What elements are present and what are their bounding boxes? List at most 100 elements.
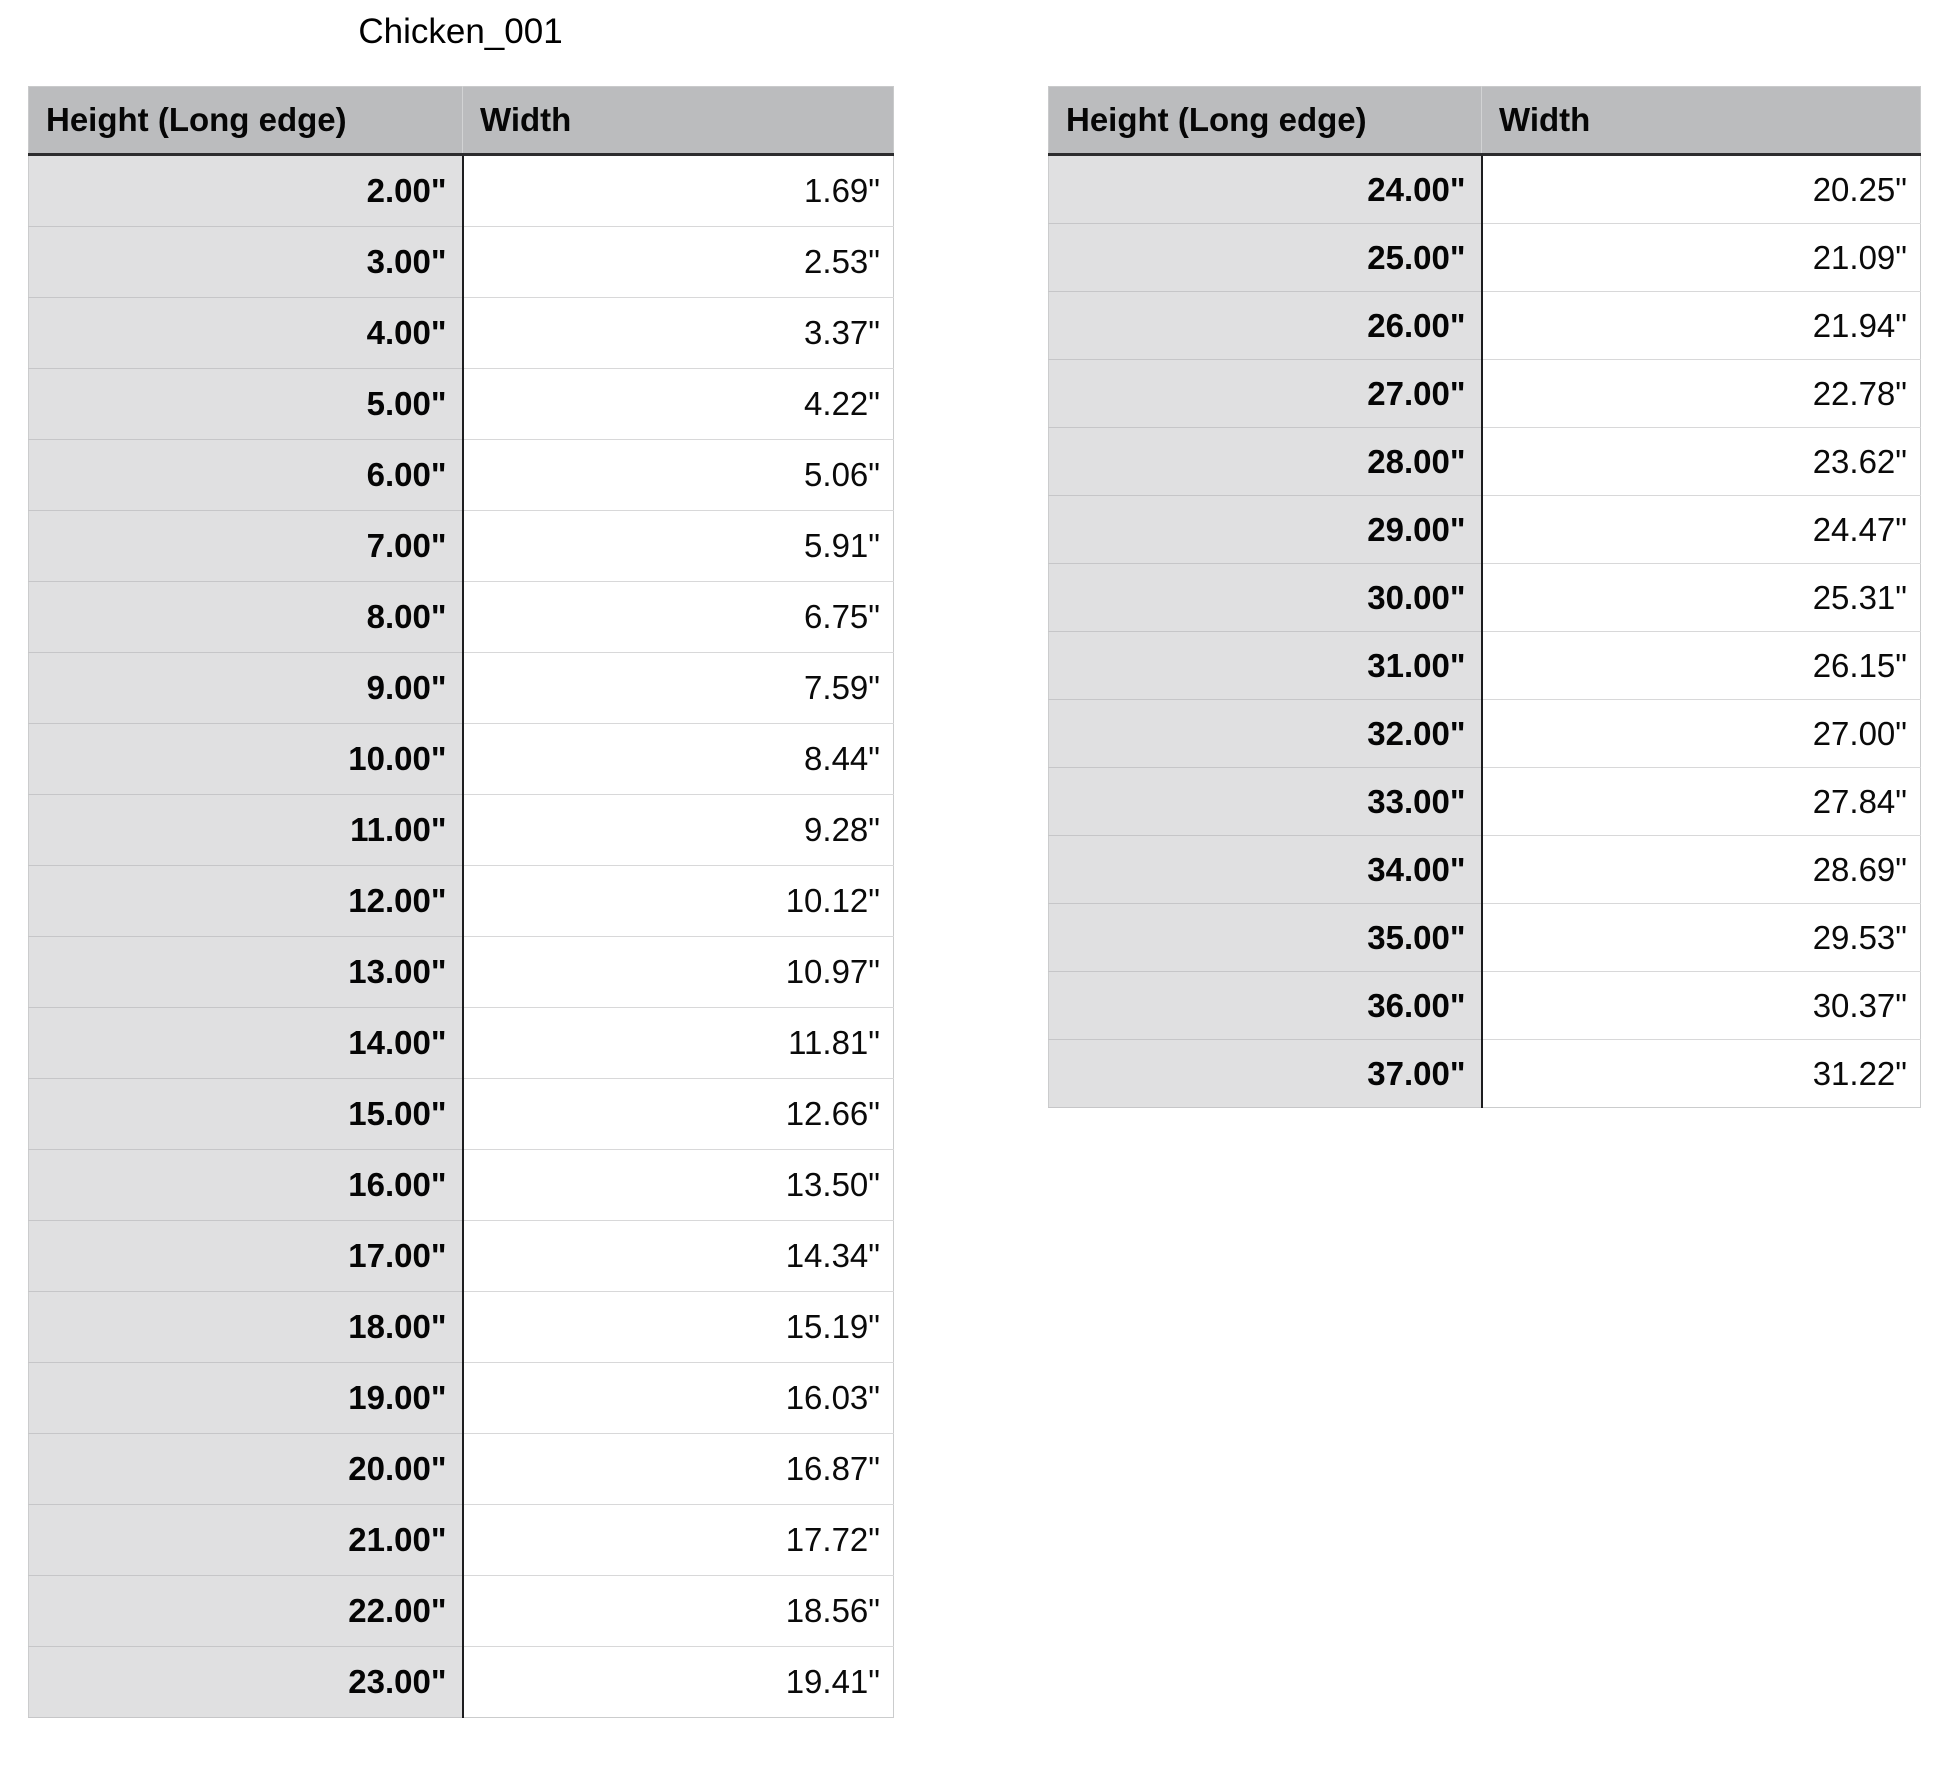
width-cell: 12.66" <box>462 1078 894 1150</box>
width-cell: 30.37" <box>1481 971 1921 1040</box>
height-cell: 19.00" <box>28 1362 464 1434</box>
height-cell: 7.00" <box>28 510 464 582</box>
width-cell: 17.72" <box>462 1504 894 1576</box>
table-row: 8.00" 6.75" <box>28 581 894 653</box>
width-cell: 10.97" <box>462 936 894 1008</box>
width-cell: 29.53" <box>1481 903 1921 972</box>
page-title: Chicken_001 <box>358 12 563 51</box>
header-row: Height (Long edge) Width <box>1048 86 1921 156</box>
table-row: 28.00" 23.62" <box>1048 427 1921 496</box>
height-cell: 33.00" <box>1048 767 1483 836</box>
width-cell: 22.78" <box>1481 359 1921 428</box>
table-row: 11.00" 9.28" <box>28 794 894 866</box>
table-row: 10.00" 8.44" <box>28 723 894 795</box>
table-row: 4.00" 3.37" <box>28 297 894 369</box>
table-row: 27.00" 22.78" <box>1048 359 1921 428</box>
height-cell: 5.00" <box>28 368 464 440</box>
table-row: 2.00" 1.69" <box>28 154 894 227</box>
height-cell: 10.00" <box>28 723 464 795</box>
width-cell: 13.50" <box>462 1149 894 1221</box>
width-cell: 20.25" <box>1481 154 1921 224</box>
height-cell: 37.00" <box>1048 1039 1483 1108</box>
table-row: 24.00" 20.25" <box>1048 154 1921 224</box>
table-row: 32.00" 27.00" <box>1048 699 1921 768</box>
width-cell: 10.12" <box>462 865 894 937</box>
height-cell: 20.00" <box>28 1433 464 1505</box>
width-cell: 2.53" <box>462 226 894 298</box>
table-row: 29.00" 24.47" <box>1048 495 1921 564</box>
width-cell: 31.22" <box>1481 1039 1921 1108</box>
table-row: 36.00" 30.37" <box>1048 971 1921 1040</box>
height-cell: 17.00" <box>28 1220 464 1292</box>
table-row: 13.00" 10.97" <box>28 936 894 1008</box>
table-row: 7.00" 5.91" <box>28 510 894 582</box>
table-header: Height (Long edge) Width <box>28 86 894 156</box>
height-cell: 12.00" <box>28 865 464 937</box>
table-body: 2.00" 1.69" 3.00" 2.53" 4.00" 3.37" 5.00" 4.22"… <box>28 154 894 1718</box>
table-row: 3.00" 2.53" <box>28 226 894 298</box>
table-row: 9.00" 7.59" <box>28 652 894 724</box>
size-table-left: Height (Long edge) Width 2.00" 1.69" 3.00"… <box>28 86 894 1718</box>
height-cell: 24.00" <box>1048 154 1483 224</box>
height-cell: 29.00" <box>1048 495 1483 564</box>
header-row: Height (Long edge) Width <box>28 86 894 156</box>
table-row: 20.00" 16.87" <box>28 1433 894 1505</box>
width-cell: 25.31" <box>1481 563 1921 632</box>
width-cell: 11.81" <box>462 1007 894 1079</box>
table-row: 25.00" 21.09" <box>1048 223 1921 292</box>
height-cell: 3.00" <box>28 226 464 298</box>
table-row: 6.00" 5.06" <box>28 439 894 511</box>
width-cell: 19.41" <box>462 1646 894 1718</box>
column-header-height: Height (Long edge) <box>1048 86 1482 156</box>
width-cell: 5.91" <box>462 510 894 582</box>
table-row: 22.00" 18.56" <box>28 1575 894 1647</box>
width-cell: 27.84" <box>1481 767 1921 836</box>
height-cell: 31.00" <box>1048 631 1483 700</box>
height-cell: 6.00" <box>28 439 464 511</box>
column-header-height: Height (Long edge) <box>28 86 463 156</box>
table-row: 12.00" 10.12" <box>28 865 894 937</box>
width-cell: 14.34" <box>462 1220 894 1292</box>
width-cell: 26.15" <box>1481 631 1921 700</box>
width-cell: 7.59" <box>462 652 894 724</box>
height-cell: 8.00" <box>28 581 464 653</box>
height-cell: 30.00" <box>1048 563 1483 632</box>
size-table-right: Height (Long edge) Width 24.00" 20.25" 25.… <box>1048 86 1921 1108</box>
height-cell: 15.00" <box>28 1078 464 1150</box>
table-row: 35.00" 29.53" <box>1048 903 1921 972</box>
height-cell: 26.00" <box>1048 291 1483 360</box>
height-cell: 2.00" <box>28 154 464 227</box>
table-row: 26.00" 21.94" <box>1048 291 1921 360</box>
height-cell: 34.00" <box>1048 835 1483 904</box>
height-cell: 22.00" <box>28 1575 464 1647</box>
height-cell: 35.00" <box>1048 903 1483 972</box>
width-cell: 23.62" <box>1481 427 1921 496</box>
height-cell: 4.00" <box>28 297 464 369</box>
table-row: 31.00" 26.15" <box>1048 631 1921 700</box>
width-cell: 18.56" <box>462 1575 894 1647</box>
height-cell: 11.00" <box>28 794 464 866</box>
table-row: 21.00" 17.72" <box>28 1504 894 1576</box>
height-cell: 32.00" <box>1048 699 1483 768</box>
width-cell: 21.94" <box>1481 291 1921 360</box>
width-cell: 21.09" <box>1481 223 1921 292</box>
table-header: Height (Long edge) Width <box>1048 86 1921 156</box>
height-cell: 27.00" <box>1048 359 1483 428</box>
width-cell: 6.75" <box>462 581 894 653</box>
table-row: 33.00" 27.84" <box>1048 767 1921 836</box>
table-row: 18.00" 15.19" <box>28 1291 894 1363</box>
table-row: 15.00" 12.66" <box>28 1078 894 1150</box>
width-cell: 16.03" <box>462 1362 894 1434</box>
width-cell: 5.06" <box>462 439 894 511</box>
table-row: 37.00" 31.22" <box>1048 1039 1921 1108</box>
width-cell: 28.69" <box>1481 835 1921 904</box>
column-header-width: Width <box>462 86 894 156</box>
width-cell: 24.47" <box>1481 495 1921 564</box>
table-body: 24.00" 20.25" 25.00" 21.09" 26.00" 21.94" 27.0… <box>1048 154 1921 1108</box>
table-row: 23.00" 19.41" <box>28 1646 894 1718</box>
table-row: 19.00" 16.03" <box>28 1362 894 1434</box>
height-cell: 16.00" <box>28 1149 464 1221</box>
height-cell: 36.00" <box>1048 971 1483 1040</box>
height-cell: 13.00" <box>28 936 464 1008</box>
